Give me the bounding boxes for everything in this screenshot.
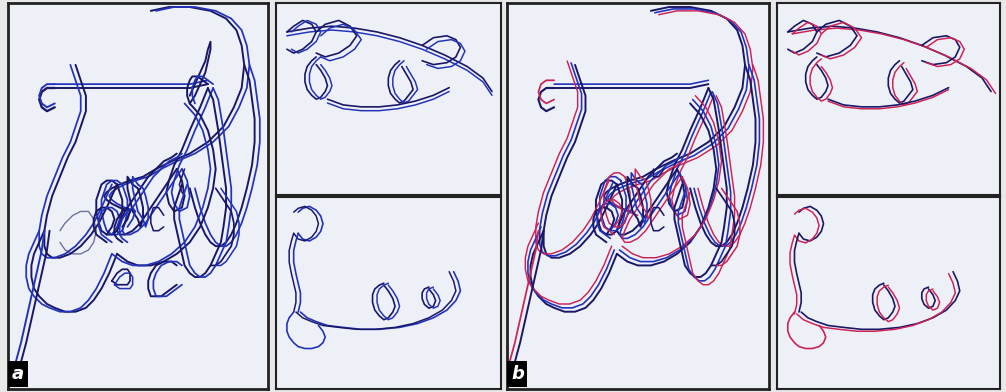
Text: a: a (12, 365, 24, 383)
Text: b: b (511, 365, 524, 383)
